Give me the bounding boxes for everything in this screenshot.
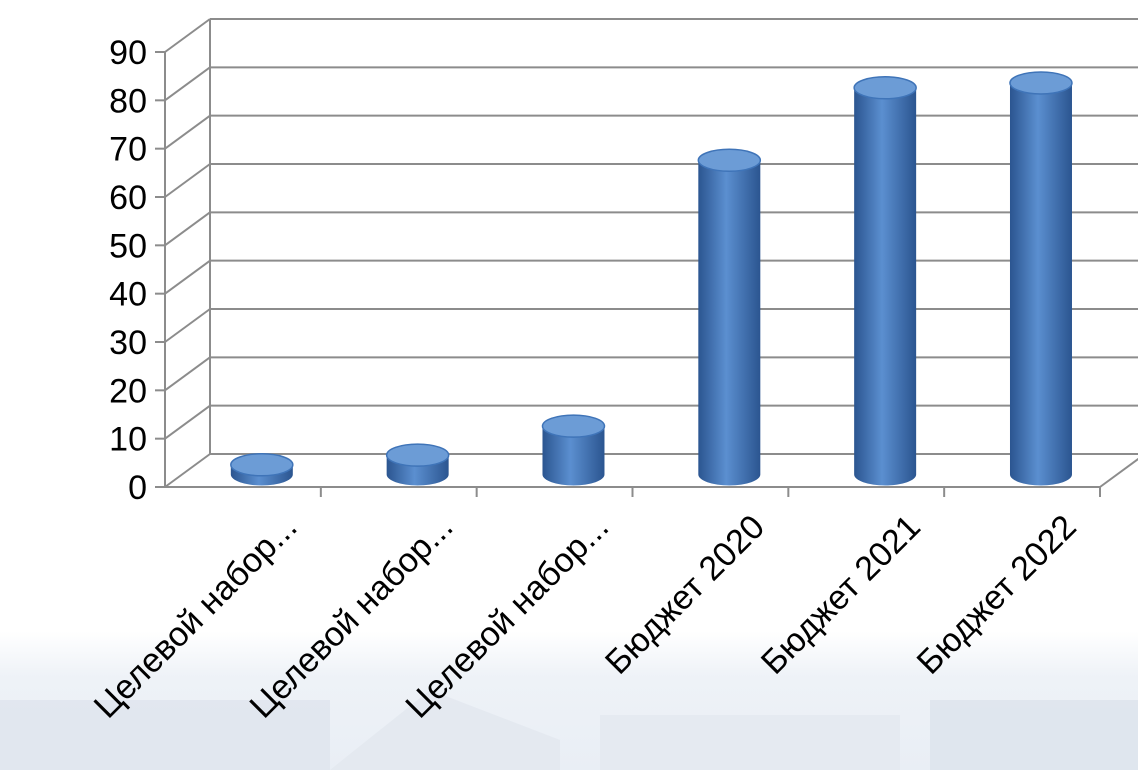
bar <box>385 443 450 486</box>
y-tick-label: 90 <box>109 34 147 72</box>
gridlines <box>155 18 1138 497</box>
floor-edge <box>1099 457 1138 488</box>
gridline-depth <box>164 18 211 53</box>
y-axis-ticks: 0 10 20 30 40 50 60 70 80 90 <box>109 34 147 507</box>
bar <box>230 453 294 486</box>
x-axis-ticks: Целевой набор... Целевой набор... Целево… <box>87 508 1084 726</box>
background-decor <box>0 690 1138 770</box>
gridline-depth <box>164 66 211 102</box>
y-tick-label: 0 <box>128 469 147 507</box>
gridline-depth <box>164 404 211 440</box>
gridline-depth <box>164 356 211 392</box>
y-tick-label: 70 <box>109 131 147 169</box>
bar-top <box>541 414 606 438</box>
bar-body <box>854 87 917 486</box>
bars <box>230 71 1073 486</box>
bar-top <box>385 443 450 467</box>
y-tick-label: 40 <box>109 276 147 314</box>
gridline-depth <box>164 308 211 343</box>
bar-body <box>698 160 761 486</box>
building-silhouette <box>600 715 900 770</box>
bar-top <box>230 453 294 477</box>
y-tick-label: 80 <box>109 82 147 120</box>
building-silhouette <box>0 700 330 770</box>
y-tick-label: 10 <box>109 421 147 459</box>
gridline-depth <box>164 211 211 247</box>
x-category-label: Бюджет 2020 <box>598 508 772 682</box>
y-tick-label: 60 <box>109 179 147 217</box>
bar-top <box>1009 71 1073 95</box>
gridline-depth <box>164 453 211 488</box>
gridline-depth <box>164 163 211 198</box>
gridline-depth <box>164 259 211 295</box>
bar-body <box>1009 82 1072 486</box>
building-silhouette <box>330 690 560 770</box>
bar <box>853 76 917 486</box>
gridline-depth <box>164 114 211 150</box>
y-tick-label: 30 <box>109 324 147 362</box>
building-silhouette <box>930 700 1138 770</box>
bar-body <box>542 426 605 486</box>
x-category-label: Бюджет 2021 <box>754 508 928 682</box>
y-tick-label: 20 <box>109 372 147 410</box>
x-category-label: Бюджет 2022 <box>910 508 1084 682</box>
bar-top <box>697 148 762 173</box>
bar <box>541 414 606 486</box>
bar-top <box>853 76 917 100</box>
bar <box>1009 71 1073 486</box>
y-tick-label: 50 <box>109 227 147 265</box>
bar <box>697 148 762 486</box>
